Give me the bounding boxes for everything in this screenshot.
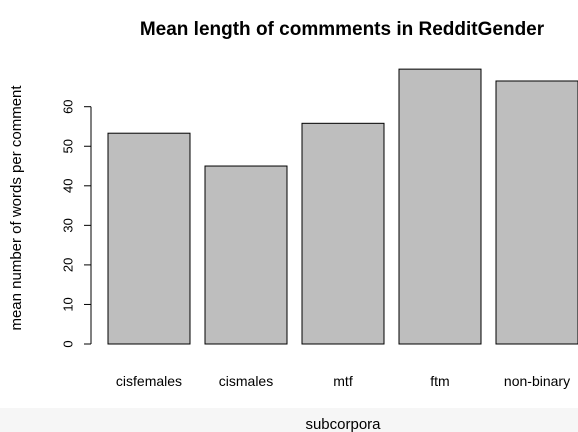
bar-series xyxy=(107,68,578,345)
y-tick-label: 50 xyxy=(61,139,76,153)
x-axis-label: subcorpora xyxy=(305,416,381,432)
y-axis: 0 10 20 30 40 50 60 xyxy=(61,99,92,348)
category-labels: cisfemales cismales mtf ftm non-binary xyxy=(116,373,570,389)
bar-ftm xyxy=(398,68,482,345)
bar-cismales xyxy=(204,165,288,345)
category-label-ftm: ftm xyxy=(430,373,449,389)
y-tick-label: 40 xyxy=(61,179,76,193)
y-tick-label: 20 xyxy=(61,258,76,272)
category-label-cismales: cismales xyxy=(219,373,273,389)
category-label-cisfemales: cisfemales xyxy=(116,373,182,389)
chart-title: Mean length of commments in RedditGender xyxy=(140,19,545,40)
y-tick-label: 30 xyxy=(61,218,76,232)
category-label-non-binary: non-binary xyxy=(504,373,570,389)
bar-non-binary xyxy=(495,80,578,345)
y-tick-label: 60 xyxy=(61,99,76,113)
y-tick-label: 10 xyxy=(61,297,76,311)
bottom-background-band xyxy=(0,408,578,432)
bar-mtf xyxy=(301,122,385,345)
bar-cisfemales xyxy=(107,132,191,345)
y-axis-label: mean number of words per comment xyxy=(8,85,25,331)
category-label-mtf: mtf xyxy=(333,373,353,389)
y-tick-label: 0 xyxy=(61,340,76,347)
